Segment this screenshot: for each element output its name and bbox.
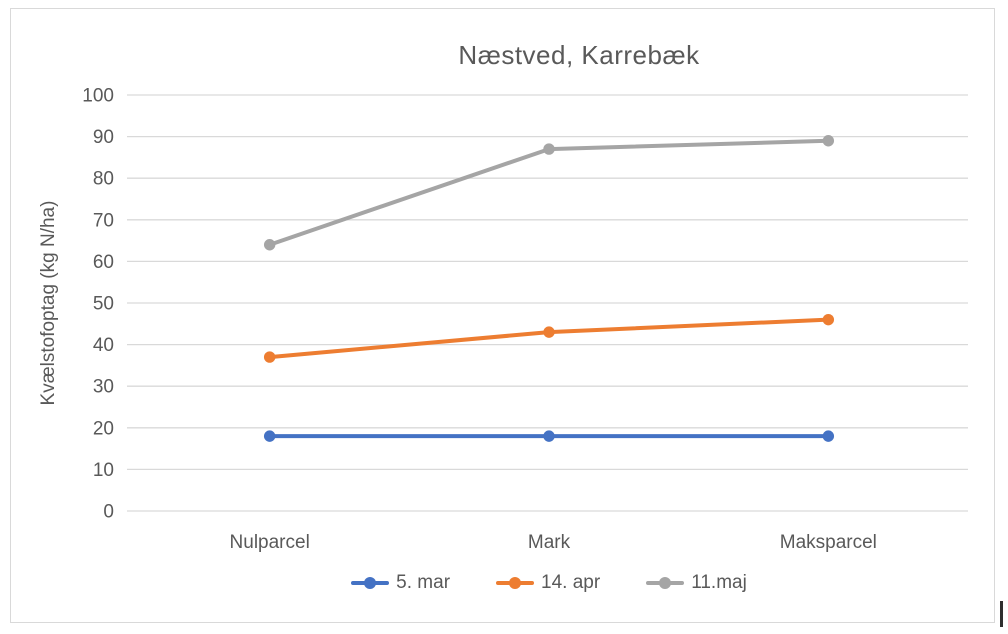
y-tick-label: 70: [93, 210, 114, 231]
y-tick-label: 20: [93, 418, 114, 439]
data-point[interactable]: [822, 313, 835, 326]
y-tick-label: 80: [93, 169, 114, 190]
data-point[interactable]: [822, 135, 835, 147]
data-point[interactable]: [263, 239, 276, 251]
y-tick-label: 0: [103, 502, 114, 523]
legend-label: 14. apr: [541, 572, 601, 593]
legend-marker-icon: [646, 577, 685, 589]
y-tick-label: 100: [82, 86, 114, 107]
y-tick-label: 90: [93, 127, 114, 148]
y-tick-label: 30: [93, 377, 114, 398]
data-point[interactable]: [263, 351, 276, 363]
y-axis-title: Kvælstofoptag (kg N/ha): [38, 201, 59, 406]
legend-label: 11.maj: [691, 572, 747, 593]
legend-label: 5. mar: [396, 572, 451, 593]
y-tick-label: 50: [93, 294, 114, 315]
data-point[interactable]: [263, 430, 276, 442]
chart-title: Næstved, Karrebæk: [458, 40, 700, 70]
x-tick-label: Nulparcel: [230, 532, 310, 553]
text-cursor[interactable]: [1000, 601, 1003, 627]
series-line-11-maj[interactable]: [267, 138, 831, 247]
legend-marker-icon: [496, 577, 535, 589]
data-point[interactable]: [822, 430, 835, 442]
legend-item-5-mar[interactable]: 5. mar: [351, 572, 450, 594]
legend-item-11-maj[interactable]: 11.maj: [646, 572, 747, 594]
series-line-14-apr[interactable]: [267, 317, 831, 360]
data-point[interactable]: [543, 430, 555, 442]
data-point[interactable]: [543, 143, 555, 155]
legend-item-14-apr[interactable]: 14. apr: [496, 572, 600, 594]
data-point[interactable]: [543, 326, 555, 338]
y-tick-label: 60: [93, 252, 114, 273]
y-tick-label: 40: [93, 335, 114, 356]
x-tick-label: Mark: [528, 532, 571, 553]
x-tick-label: Maksparcel: [780, 532, 877, 553]
legend: 5. mar 14. apr 11.maj: [130, 572, 968, 594]
y-tick-label: 10: [93, 460, 114, 481]
legend-marker-icon: [351, 577, 390, 589]
